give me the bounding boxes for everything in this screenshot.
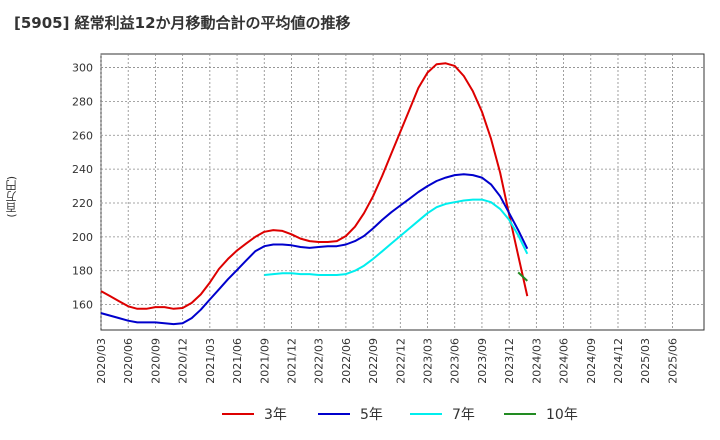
x-tick-label: 2020/12 — [177, 338, 190, 384]
y-tick-label: 200 — [72, 231, 93, 244]
x-tick-label: 2023/09 — [476, 338, 489, 384]
x-tick-label: 2024/12 — [612, 338, 625, 384]
x-tick-label: 2021/03 — [204, 338, 217, 384]
x-tick-label: 2021/12 — [285, 338, 298, 384]
y-tick-label: 260 — [72, 129, 93, 142]
legend: 3年 5年 7年 10年 — [222, 407, 578, 423]
legend-label: 10年 — [546, 407, 578, 423]
x-tick-label: 2022/09 — [367, 338, 380, 384]
x-axis-ticks: 2020/03 2020/06 2020/09 2020/12 2021/03 2021/… — [95, 338, 679, 384]
series-line — [100, 173, 529, 326]
x-tick-label: 2024/03 — [530, 338, 543, 384]
x-tick-label: 2024/09 — [585, 338, 598, 384]
y-tick-label: 160 — [72, 299, 93, 312]
x-tick-label: 2020/09 — [149, 338, 162, 384]
y-tick-label: 280 — [72, 95, 93, 108]
x-tick-label: 2022/03 — [313, 338, 326, 384]
y-tick-label: 300 — [72, 62, 93, 75]
series-line — [517, 271, 528, 282]
x-tick-label: 2021/09 — [258, 338, 271, 384]
legend-label: 3年 — [264, 407, 287, 423]
x-tick-label: 2020/03 — [95, 338, 108, 384]
y-tick-label: 180 — [72, 265, 93, 278]
x-tick-label: 2020/06 — [122, 338, 135, 384]
chart-title: [5905] 経常利益12か月移動合計の平均値の推移 — [14, 14, 351, 32]
x-tick-label: 2025/03 — [639, 338, 652, 384]
x-tick-label: 2024/06 — [558, 338, 571, 384]
y-tick-label: 240 — [72, 163, 93, 176]
series-line — [264, 198, 529, 276]
legend-label: 5年 — [360, 407, 383, 423]
x-tick-label: 2023/06 — [449, 338, 462, 384]
plot-area — [100, 53, 705, 331]
y-axis-ticks: 160 180 200 220 240 260 280 300 — [72, 62, 93, 312]
grid — [100, 54, 704, 330]
series-line — [100, 62, 529, 310]
x-tick-label: 2025/06 — [666, 338, 679, 384]
x-tick-label: 2022/12 — [394, 338, 407, 384]
x-tick-label: 2021/06 — [231, 338, 244, 384]
series-lines — [100, 62, 529, 326]
legend-label: 7年 — [452, 407, 475, 423]
x-tick-label: 2023/03 — [422, 338, 435, 384]
x-tick-label: 2023/12 — [503, 338, 516, 384]
y-tick-label: 220 — [72, 197, 93, 210]
x-tick-label: 2022/06 — [340, 338, 353, 384]
